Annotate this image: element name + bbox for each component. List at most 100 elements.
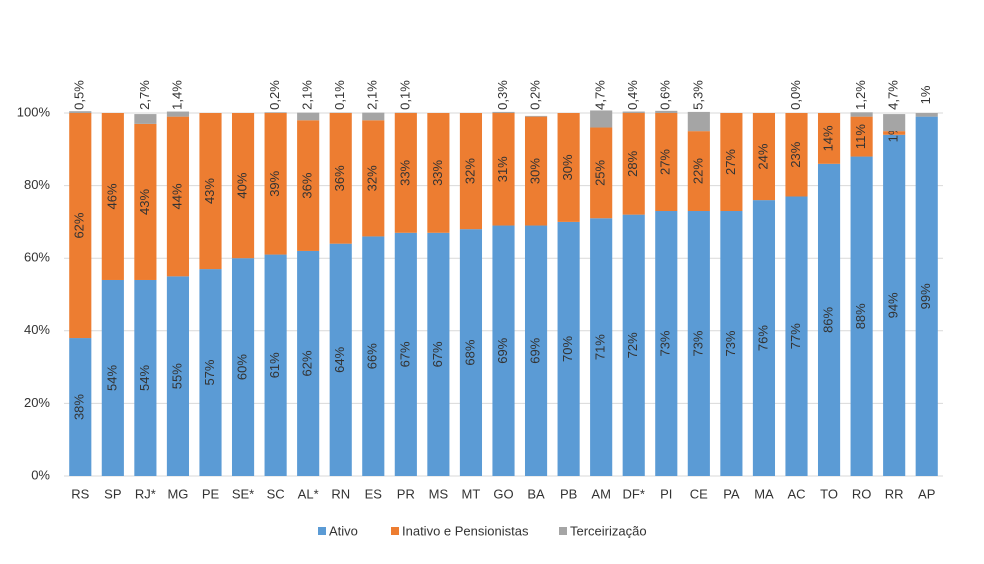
data-label: 0,2%	[527, 80, 542, 110]
bar-segment	[166, 276, 190, 476]
x-tick-label: MA	[754, 486, 774, 501]
bar-segment	[883, 114, 906, 132]
data-label: 54%	[104, 365, 119, 391]
bar-segment	[101, 113, 124, 280]
data-label: 30%	[527, 158, 542, 184]
data-label: 73%	[723, 330, 738, 356]
data-label: 60%	[234, 354, 249, 380]
bar-segment	[557, 221, 580, 476]
x-tick-label: RO	[852, 486, 872, 501]
legend-swatch	[559, 527, 567, 535]
x-tick-label: GO	[493, 486, 513, 501]
legend-label: Terceirização	[570, 523, 647, 538]
x-tick-label: AP	[918, 486, 935, 501]
bar-segment	[459, 229, 483, 476]
x-tick-label: BA	[527, 486, 545, 501]
data-label: 0,4%	[625, 80, 640, 110]
x-tick-label: RS	[71, 486, 89, 501]
bar-segment	[817, 163, 841, 476]
bar-segment	[817, 113, 841, 164]
bar-segment	[622, 113, 645, 215]
x-tick-label: MS	[429, 486, 449, 501]
bar-segment	[362, 112, 385, 121]
data-label: 2,7%	[137, 80, 152, 110]
data-label: 38%	[72, 394, 87, 420]
bar-segment	[785, 113, 808, 197]
x-tick-label: AL*	[298, 486, 319, 501]
bar-segment	[590, 218, 613, 476]
data-label: 67%	[430, 341, 445, 367]
y-tick-label: 0%	[31, 467, 50, 482]
data-label: 70%	[560, 336, 575, 362]
data-label: 69%	[495, 337, 510, 363]
data-label: 69%	[527, 337, 542, 363]
bar-segment	[297, 250, 320, 476]
bar-segment	[264, 113, 287, 255]
bar-segment	[459, 113, 483, 230]
bar-segment	[199, 269, 222, 476]
data-label: 44%	[169, 183, 184, 209]
bar-segment	[427, 232, 450, 476]
x-tick-label: MT	[462, 486, 481, 501]
x-tick-label: DF*	[623, 486, 645, 501]
x-tick-label: PB	[560, 486, 577, 501]
data-label: 5,3%	[690, 80, 705, 110]
bar-segment	[752, 113, 776, 201]
data-label: 94%	[886, 292, 901, 318]
bar-segment	[752, 200, 776, 476]
bar-segment	[850, 112, 873, 117]
data-label: 57%	[202, 359, 217, 385]
data-label: 0,1%	[332, 80, 347, 110]
bar-segment	[557, 113, 580, 222]
bar-segment	[655, 110, 678, 113]
x-tick-label: PA	[723, 486, 740, 501]
bar-segment	[134, 114, 157, 124]
bar-segment	[297, 120, 320, 251]
bar-segment	[492, 111, 515, 113]
data-label: 46%	[104, 183, 119, 209]
bar-segment	[166, 116, 190, 277]
data-label: 64%	[332, 346, 347, 372]
data-label: 14%	[820, 125, 835, 151]
data-label: 27%	[723, 149, 738, 175]
bar-segment	[590, 110, 613, 128]
data-label: 0,5%	[72, 80, 87, 110]
bar-segment	[166, 111, 190, 117]
data-label: 43%	[202, 178, 217, 204]
x-tick-label: RN	[331, 486, 350, 501]
bar-segment	[687, 211, 710, 476]
data-label: 66%	[365, 343, 380, 369]
legend-label: Inativo e Pensionistas	[402, 523, 529, 538]
data-label: 31%	[495, 156, 510, 182]
bar-segment	[492, 225, 515, 476]
x-tick-label: RR	[885, 486, 904, 501]
bar-segment	[883, 131, 906, 135]
data-label: 77%	[788, 323, 803, 349]
x-tick-label: PE	[202, 486, 220, 501]
data-label: 43%	[137, 188, 152, 214]
bar-segment	[69, 111, 92, 113]
data-label: 73%	[658, 330, 673, 356]
data-label: 73%	[690, 330, 705, 356]
bar-segment	[362, 236, 385, 476]
x-tick-label: PI	[660, 486, 672, 501]
data-label: 30%	[560, 154, 575, 180]
x-tick-label: AC	[787, 486, 805, 501]
data-label: 0,3%	[495, 80, 510, 110]
data-label: 28%	[625, 150, 640, 176]
data-label: 62%	[300, 350, 315, 376]
data-label: 67%	[397, 341, 412, 367]
data-label: 99%	[918, 283, 933, 309]
data-label: 40%	[234, 172, 249, 198]
y-tick-label: 40%	[24, 322, 50, 337]
data-label: 23%	[788, 141, 803, 167]
data-label: 68%	[462, 339, 477, 365]
bar-segment	[687, 111, 710, 132]
bar-segment	[101, 279, 124, 476]
data-label: 61%	[267, 352, 282, 378]
y-tick-label: 20%	[24, 395, 50, 410]
x-tick-label: AM	[591, 486, 611, 501]
bar-segment	[297, 112, 320, 121]
bar-segment	[231, 258, 255, 476]
